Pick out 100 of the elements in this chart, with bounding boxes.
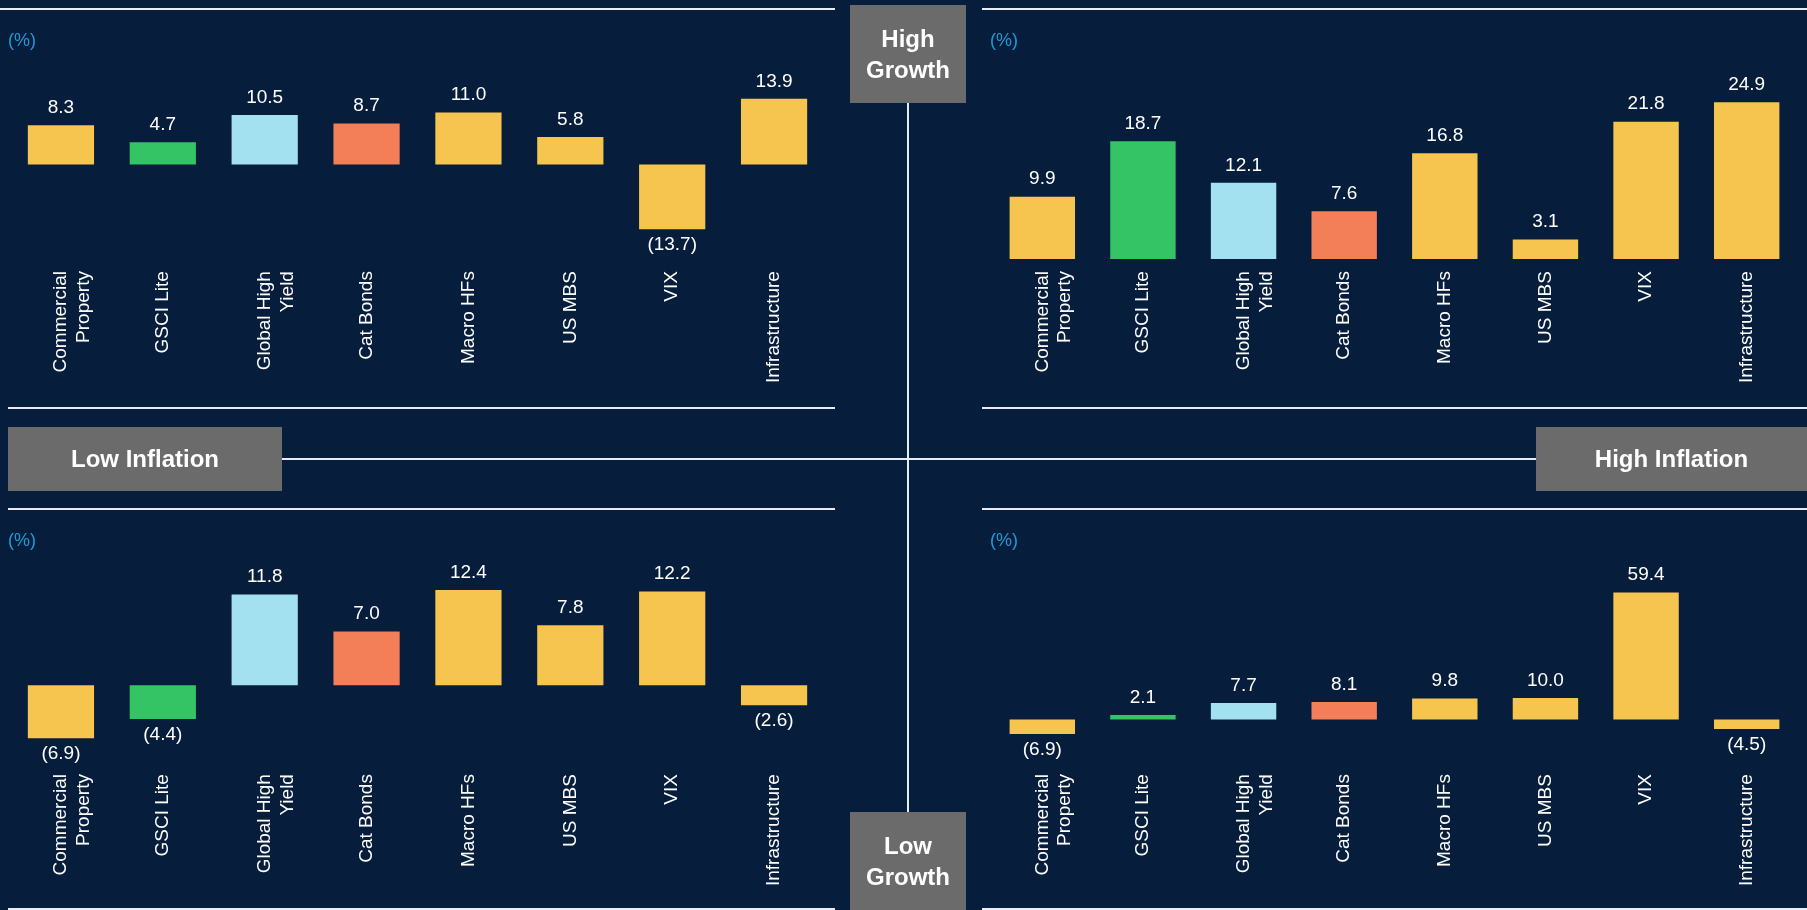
text: Low Growth [850,812,966,910]
data-label: 59.4 [1627,563,1665,585]
data-label: (2.6) [754,708,794,730]
bar [231,594,298,686]
bar [27,125,95,165]
bar [639,591,706,686]
x-tick-label: Commercial Property [1030,773,1075,876]
text: Low Inflation [8,427,282,491]
x-tick-label: US MBS [558,774,580,847]
data-label: 10.5 [246,85,284,107]
data-label: 12.2 [653,562,691,584]
x-tick-label: Commercial Property [49,773,93,876]
bar [1412,698,1478,720]
x-tick-label: Infrastructure [762,271,784,384]
bar [1110,714,1176,720]
bar [1613,592,1679,720]
y-axis-title: (%) [990,30,1018,51]
data-label: 8.1 [1330,672,1358,694]
bar [537,625,604,686]
data-label: 7.8 [557,596,584,618]
x-tick-label: Cat Bonds [1332,774,1354,863]
x-tick-label: VIX [1634,270,1656,302]
data-label: (6.9) [41,741,81,763]
x-tick-label: US MBS [1533,271,1555,344]
x-tick-label: VIX [660,270,682,302]
x-tick-label: Global High Yield [252,271,297,371]
data-label: 18.7 [1124,111,1162,133]
x-tick-label: GSCI Lite [1131,271,1153,354]
x-tick-label: Infrastructure [1734,774,1756,887]
x-tick-label: Macro HFs [1433,271,1455,364]
data-label: 5.8 [557,107,584,129]
data-label: 11.8 [246,565,283,587]
x-tick-label: GSCI Lite [151,774,173,857]
data-label: 7.0 [353,602,380,624]
data-label: 12.1 [1225,153,1263,175]
x-tick-label: GSCI Lite [151,271,173,354]
data-label: (4.4) [143,722,183,744]
bar [333,123,400,165]
bar [1210,182,1277,260]
data-label: 11.0 [450,83,487,105]
bar [537,137,604,165]
y-axis-title: (%) [990,530,1018,551]
data-label: (6.9) [1022,737,1062,759]
data-label: 8.7 [353,94,380,116]
bar [27,685,95,739]
bar [1110,141,1176,260]
x-tick-label: Global High Yield [252,774,297,874]
bar [1311,211,1377,260]
x-tick-label: Macro HFs [456,271,478,364]
data-label: 8.3 [47,96,75,118]
x-tick-label: US MBS [1533,774,1555,847]
x-tick-label: GSCI Lite [1131,774,1153,857]
x-tick-label: Global High Yield [1231,774,1276,874]
x-tick-label: Infrastructure [762,774,784,887]
x-tick-label: US MBS [558,271,580,344]
data-label: 9.9 [1029,167,1056,189]
bar [1412,153,1478,260]
bar [1613,121,1679,260]
data-label: 13.9 [755,69,793,91]
text: High Growth [850,5,966,103]
data-label: 2.1 [1129,685,1157,707]
bar [1311,702,1377,720]
x-tick-label: Infrastructure [1734,271,1756,384]
bar [1713,719,1780,729]
bar [1512,239,1579,260]
text: High Inflation [1536,427,1807,491]
x-tick-label: Commercial Property [49,270,93,373]
x-tick-label: Commercial Property [1030,270,1075,373]
bar [1512,698,1579,720]
bar [231,114,298,165]
bar [333,631,400,686]
data-label: (13.7) [647,233,698,255]
x-tick-label: VIX [660,773,682,805]
bar [435,112,502,165]
bar [129,685,196,720]
y-axis-title: (%) [8,30,36,51]
bar [435,589,502,686]
x-tick-label: VIX [1634,773,1656,805]
x-tick-label: Cat Bonds [354,271,376,360]
data-label: 3.1 [1532,210,1559,232]
data-label: (4.5) [1727,732,1767,754]
x-tick-label: Cat Bonds [354,774,376,863]
data-label: 4.7 [149,113,177,135]
x-tick-label: Macro HFs [1433,774,1455,867]
data-label: 12.4 [449,560,488,582]
x-tick-label: Macro HFs [456,774,478,867]
data-label: 16.8 [1426,123,1464,145]
x-tick-label: Global High Yield [1231,271,1276,371]
data-label: 7.7 [1230,673,1257,695]
bar [1713,102,1780,260]
bar [1009,719,1076,735]
data-label: 9.8 [1431,669,1459,691]
bar [639,164,706,230]
bar [1009,196,1076,260]
data-label: 7.6 [1330,181,1358,203]
bar [740,685,808,706]
data-label: 10.0 [1526,668,1564,690]
bar [1210,702,1277,720]
x-tick-label: Cat Bonds [1332,271,1354,360]
y-axis-title: (%) [8,530,36,551]
